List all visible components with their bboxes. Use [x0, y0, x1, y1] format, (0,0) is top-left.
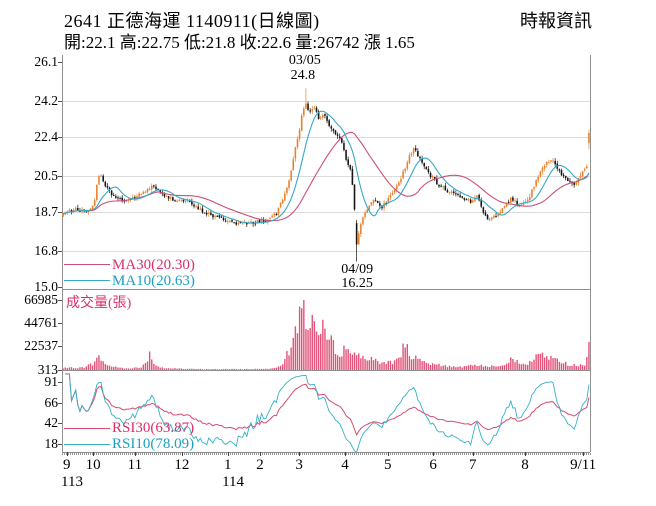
price-tick-label: 18.7	[34, 204, 58, 219]
trough-date-annotation: 04/09	[341, 262, 374, 277]
price-tick-label: 15.0	[34, 279, 58, 294]
month-label: 9/11	[570, 457, 597, 473]
rsi10-swatch-line	[64, 444, 110, 445]
month-label: 3	[295, 457, 303, 473]
rsi-tick-label: 42	[44, 415, 59, 431]
volume-tick-label: 44761	[24, 315, 58, 331]
month-label: 7	[469, 457, 477, 473]
month-label: 12	[174, 457, 190, 473]
price-tick-label: 24.2	[34, 92, 58, 108]
ma10-swatch-line	[64, 280, 110, 281]
year-label: 113	[61, 474, 83, 490]
volume-tick-label: 22537	[24, 338, 58, 354]
volume-pane-title: 成交量(張)	[66, 296, 132, 311]
month-label: 1	[224, 457, 232, 473]
rsi-tick-label: 18	[44, 435, 59, 451]
year-label: 114	[222, 474, 245, 490]
rsi-tick-label: 66	[44, 394, 59, 410]
price-tick-label: 16.8	[34, 242, 58, 258]
month-label: 9	[63, 457, 71, 473]
peak-date-annotation: 03/05	[288, 53, 321, 68]
rsi10-legend: RSI10(78.09)	[112, 436, 195, 452]
month-label: 5	[384, 457, 392, 473]
month-label: 8	[521, 457, 529, 473]
month-label: 11	[127, 457, 143, 473]
trough-price-annotation: 16.25	[341, 276, 373, 291]
source-label: 時報資訊	[520, 11, 592, 31]
month-label: 2	[256, 457, 264, 473]
rsi30-legend: RSI30(63.87)	[112, 420, 195, 436]
price-tick-label: 26.1	[34, 54, 58, 69]
month-label: 6	[429, 457, 437, 473]
rsi-tick-label: 91	[44, 373, 59, 389]
ma10-legend: MA10(20.63)	[112, 273, 195, 289]
month-label: 10	[85, 457, 101, 473]
ma30-swatch-line	[64, 264, 110, 265]
ma30-legend: MA30(20.30)	[112, 257, 195, 273]
ohlc-stats: 開:22.1 高:22.75 低:21.8 收:22.6 量:26742 漲 1…	[64, 33, 415, 52]
volume-tick-label: 66985	[24, 292, 58, 307]
rsi30-swatch-line	[64, 428, 110, 429]
price-tick-label: 20.5	[34, 167, 58, 183]
volume-tick-label: 313	[37, 361, 58, 377]
month-label: 4	[341, 457, 349, 473]
price-tick-label: 22.4	[34, 129, 58, 144]
peak-price-annotation: 24.8	[290, 68, 316, 83]
page-title: 2641 正德海運 1140911(日線圖)	[64, 11, 320, 31]
